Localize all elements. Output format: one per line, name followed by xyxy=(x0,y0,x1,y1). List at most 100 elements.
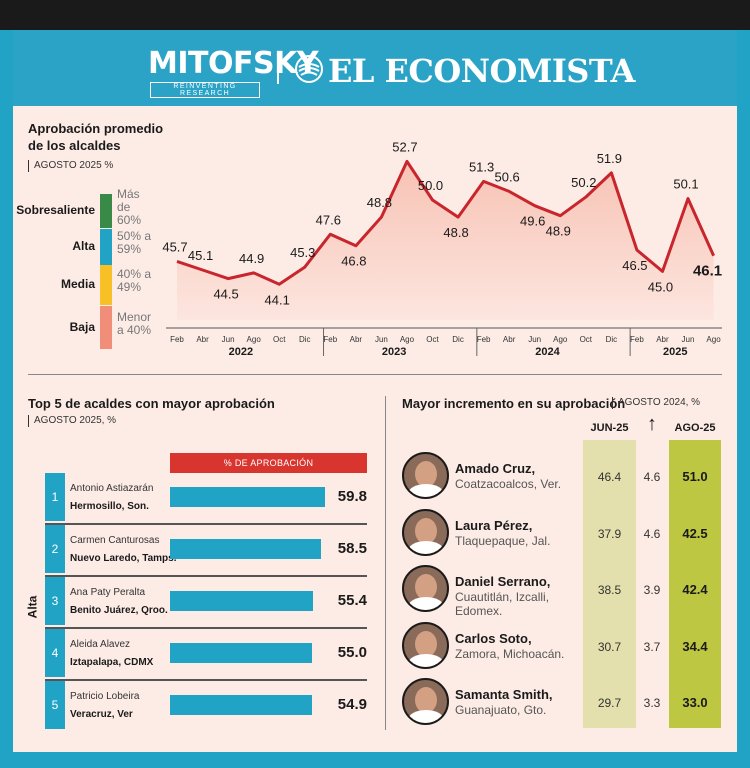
delta-value: 3.9 xyxy=(643,583,661,597)
x-tick-label: Abr xyxy=(656,335,669,344)
x-tick-label: Feb xyxy=(477,335,491,344)
header-separator xyxy=(277,56,279,84)
rank-number: 2 xyxy=(45,525,65,573)
ago-value: 51.0 xyxy=(682,469,708,484)
approval-column-label: % DE APROBACIÓN xyxy=(170,453,367,473)
jun-value: 37.9 xyxy=(597,527,622,541)
data-label: 52.7 xyxy=(392,139,417,154)
jun-value: 30.7 xyxy=(597,640,622,654)
chart-area-fill xyxy=(177,161,714,320)
level-name: Media xyxy=(60,277,95,291)
top-bar xyxy=(0,0,750,30)
delta-value: 4.6 xyxy=(643,527,661,541)
approval-bar xyxy=(170,591,314,611)
person-photo xyxy=(402,565,449,612)
level-color-bar xyxy=(100,265,112,305)
arrow-up-icon: ↑ xyxy=(647,413,657,435)
increase-subtitle: AGOSTO 2024, % xyxy=(612,397,700,409)
official-city: Nuevo Laredo, Tamps. xyxy=(70,553,177,564)
person-photo-face xyxy=(415,518,437,544)
level-description-line: de xyxy=(117,199,131,214)
level-name: Baja xyxy=(69,319,95,334)
year-label: 2024 xyxy=(535,346,560,358)
top5-title: Top 5 de acaldes con mayor aprobación xyxy=(28,396,275,411)
x-tick-label: Dic xyxy=(606,335,618,344)
level-color-bar xyxy=(100,306,112,349)
jun-value: 46.4 xyxy=(597,470,622,484)
data-label: 45.7 xyxy=(162,239,187,254)
person-photo xyxy=(402,452,449,499)
chart-series-line xyxy=(176,159,715,286)
person-city-line: Coatzacoalcos, Ver. xyxy=(455,477,562,491)
header-banner xyxy=(13,30,737,106)
level-color-bar xyxy=(100,194,112,228)
official-city: Benito Juárez, Qroo. xyxy=(70,605,168,616)
official-city: Veracruz, Ver xyxy=(70,709,133,720)
approval-title-line1: Aprobación promedio xyxy=(28,121,164,136)
official-name: Patricio Lobeira xyxy=(70,691,140,702)
rank-number: 5 xyxy=(45,681,65,729)
approval-bar xyxy=(170,695,312,715)
x-tick-label: Jun xyxy=(375,335,388,344)
col-ago-header: AGO-25 xyxy=(674,422,716,434)
alta-group-label: Alta xyxy=(25,595,40,619)
top5-subtitle: AGOSTO 2025, % xyxy=(28,415,116,427)
section-divider xyxy=(28,374,722,375)
person-photo-face xyxy=(415,687,437,713)
data-label: 44.9 xyxy=(239,251,264,266)
data-label: 48.9 xyxy=(546,224,571,239)
year-label: 2025 xyxy=(663,346,687,358)
person-photo-face xyxy=(415,461,437,487)
rank-separator xyxy=(45,627,367,629)
data-label: 48.8 xyxy=(367,195,392,210)
data-label: 46.8 xyxy=(341,254,366,269)
level-description: 50% a 59% xyxy=(117,230,165,256)
person-photo-shirt xyxy=(408,597,444,610)
x-tick-label: Jun xyxy=(222,335,235,344)
x-tick-label: Feb xyxy=(170,335,184,344)
official-city: Hermosillo, Son. xyxy=(70,501,149,512)
person-photo xyxy=(402,678,449,725)
year-label: 2023 xyxy=(382,346,406,358)
mitofsky-tagline: REINVENTING RESEARCH xyxy=(150,82,260,98)
person-name: Daniel Serrano, xyxy=(455,574,551,589)
year-label: 2022 xyxy=(229,346,253,358)
data-label: 45.1 xyxy=(188,248,213,263)
x-tick-label: Oct xyxy=(426,335,439,344)
approval-value: 54.9 xyxy=(337,696,367,713)
x-tick-label: Feb xyxy=(630,335,644,344)
rank-number: 3 xyxy=(45,577,65,625)
person-city-line: Guanajuato, Gto. xyxy=(455,703,547,717)
data-label: 44.5 xyxy=(213,287,238,302)
ago-value: 42.5 xyxy=(682,526,708,541)
level-description-line: 49% xyxy=(117,280,142,294)
level-description-line: 40% a xyxy=(117,267,152,281)
level-description-line: 59% xyxy=(117,242,142,256)
person-city: Cuautitlán, Izcalli, Edomex. xyxy=(455,590,585,618)
person-city-line: Tlaquepaque, Jal. xyxy=(455,534,551,548)
level-color-bar xyxy=(100,229,112,265)
official-name: Antonio Astiazarán xyxy=(70,483,154,494)
person-city: Guanajuato, Gto. xyxy=(455,703,585,717)
x-tick-label: Dic xyxy=(452,335,464,344)
official-name: Ana Paty Peralta xyxy=(70,587,146,598)
increase-title: Mayor incremento en su aprobación xyxy=(402,396,626,411)
person-photo-shirt xyxy=(408,654,444,667)
person-city-line: Zamora, Michoacán. xyxy=(455,647,565,661)
data-label: 45.0 xyxy=(648,279,673,294)
level-name: Sobresaliente xyxy=(16,203,95,217)
data-label: 50.1 xyxy=(673,177,698,192)
el-economista-globe-icon xyxy=(295,55,323,83)
approval-bar xyxy=(170,539,322,559)
level-name: Alta xyxy=(72,239,95,253)
data-label: 49.6 xyxy=(520,214,545,229)
data-label: 50.2 xyxy=(571,175,596,190)
jun-value: 38.5 xyxy=(597,583,622,597)
x-tick-label: Abr xyxy=(196,335,209,344)
level-description: Menor a 40% xyxy=(117,310,165,337)
rank-number: 1 xyxy=(45,473,65,521)
approval-title-line2: de los alcaldes xyxy=(28,138,121,153)
person-photo xyxy=(402,622,449,669)
person-city-line: Cuautitlán, Izcalli, xyxy=(455,590,550,604)
